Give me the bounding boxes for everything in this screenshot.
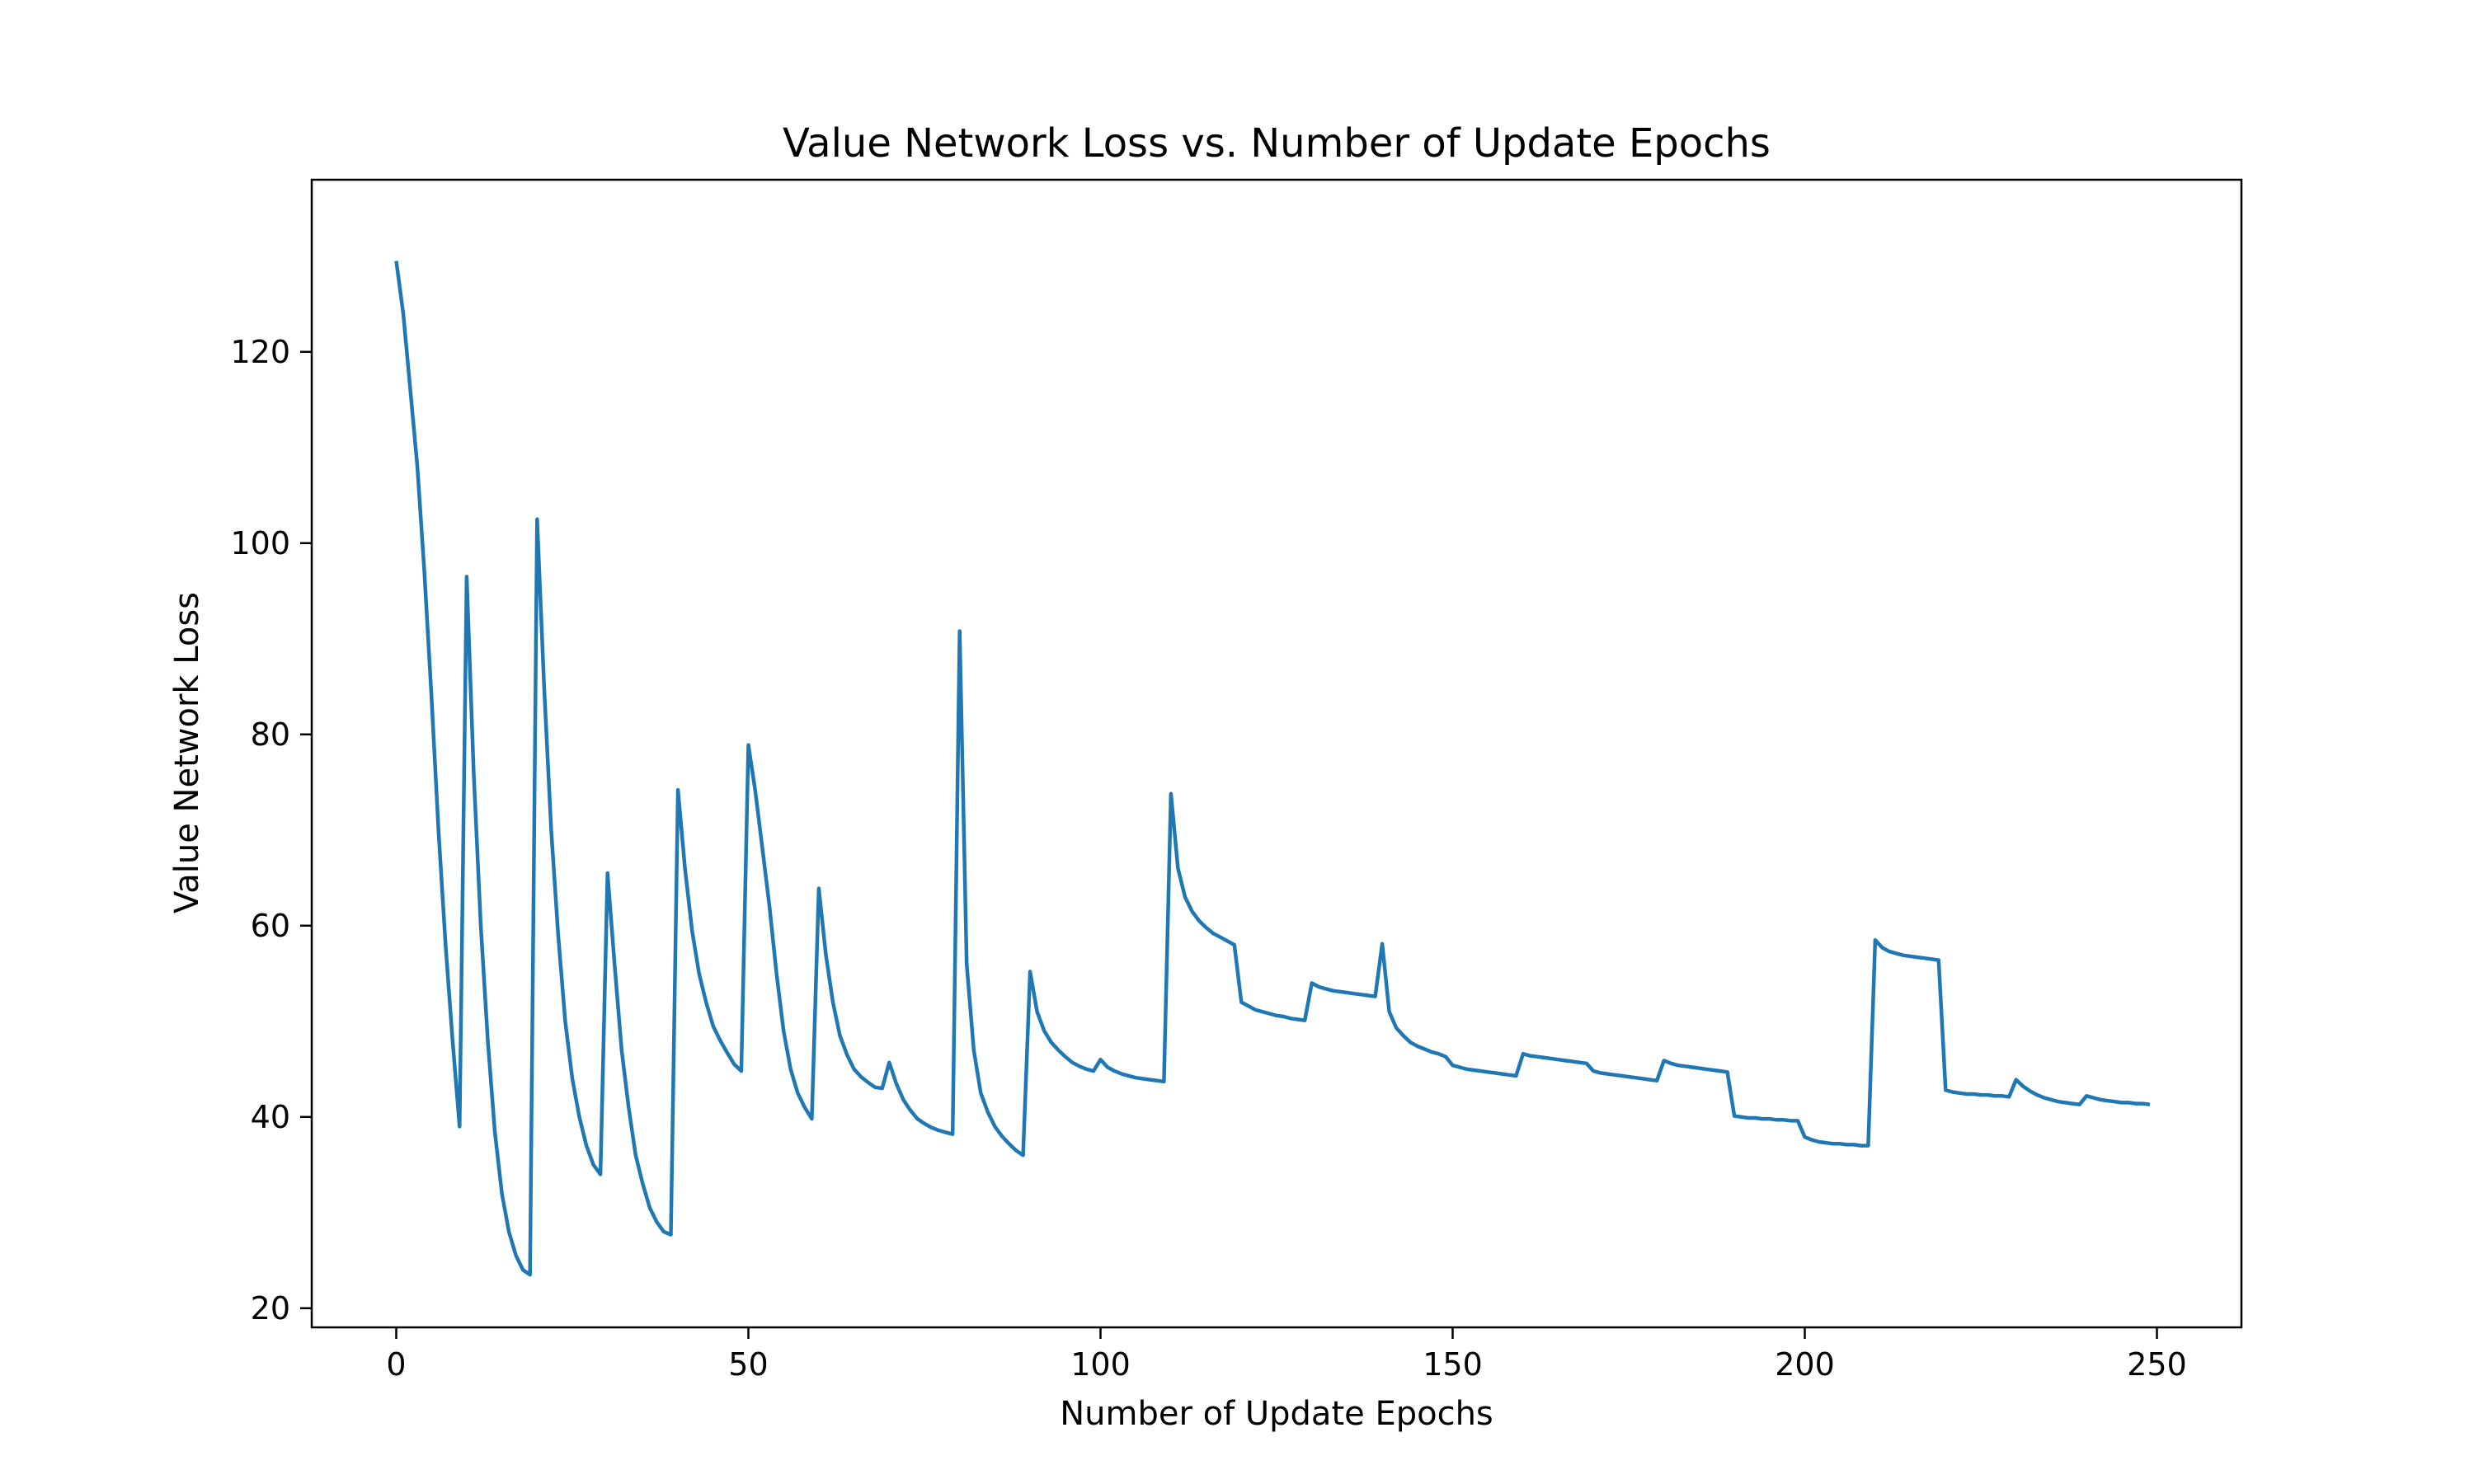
y-tick-label: 100 — [230, 525, 290, 561]
y-tick-label: 120 — [230, 334, 290, 370]
y-tick-label: 60 — [251, 908, 290, 944]
x-tick-label: 250 — [2127, 1346, 2187, 1383]
chart-title: Value Network Loss vs. Number of Update … — [783, 120, 1771, 167]
y-tick-label: 40 — [251, 1099, 290, 1135]
x-tick-label: 100 — [1070, 1346, 1131, 1383]
x-axis-label: Number of Update Epochs — [1060, 1395, 1493, 1433]
plot-frame — [310, 178, 2243, 1329]
plot-series — [394, 261, 2151, 1277]
x-tick-label: 50 — [728, 1346, 768, 1383]
x-tick-label: 0 — [386, 1346, 406, 1383]
series-line — [394, 261, 2151, 1277]
x-axis: 0 50 100 150 200 250 — [386, 1327, 2187, 1383]
y-tick-label: 20 — [251, 1290, 290, 1327]
y-axis: 20 40 60 80 100 120 — [230, 334, 312, 1327]
x-tick-label: 150 — [1423, 1346, 1483, 1383]
y-tick-label: 80 — [251, 716, 290, 753]
y-axis-label: Value Network Loss — [168, 592, 206, 913]
x-tick-label: 200 — [1775, 1346, 1835, 1383]
